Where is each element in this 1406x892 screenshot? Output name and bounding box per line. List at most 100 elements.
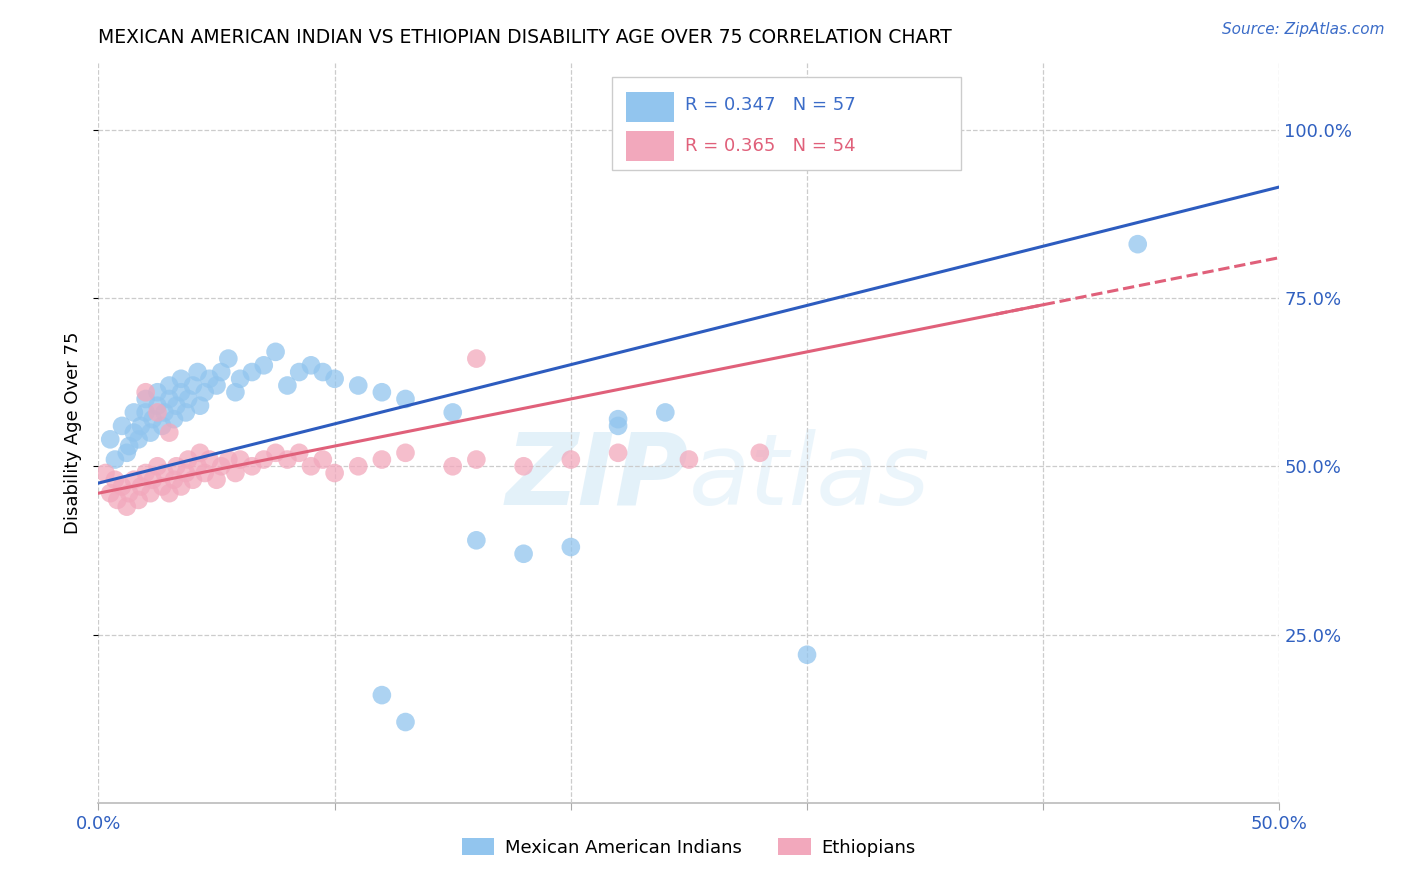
Point	[299, 459, 322, 474]
Point	[347, 459, 370, 474]
Point	[139, 486, 162, 500]
Point	[165, 459, 187, 474]
Point	[165, 399, 187, 413]
Point	[276, 378, 298, 392]
Point	[115, 500, 138, 514]
Point	[209, 459, 232, 474]
Point	[371, 688, 394, 702]
Point	[607, 418, 630, 433]
Point	[194, 466, 217, 480]
Point	[371, 385, 394, 400]
Point	[111, 479, 134, 493]
Point	[146, 399, 169, 413]
Point	[512, 547, 534, 561]
Point	[146, 459, 169, 474]
Point	[607, 446, 630, 460]
Point	[122, 473, 145, 487]
Point	[512, 459, 534, 474]
Point	[188, 446, 211, 460]
Point	[465, 452, 488, 467]
Point	[607, 412, 630, 426]
Point	[276, 452, 298, 467]
Point	[104, 473, 127, 487]
Point	[170, 372, 193, 386]
Point	[394, 446, 416, 460]
Point	[153, 466, 176, 480]
Y-axis label: Disability Age Over 75: Disability Age Over 75	[65, 331, 83, 534]
Point	[146, 405, 169, 419]
Point	[115, 446, 138, 460]
Point	[198, 452, 221, 467]
Point	[181, 473, 204, 487]
Point	[224, 466, 246, 480]
Point	[163, 473, 186, 487]
Point	[465, 351, 488, 366]
Text: MEXICAN AMERICAN INDIAN VS ETHIOPIAN DISABILITY AGE OVER 75 CORRELATION CHART: MEXICAN AMERICAN INDIAN VS ETHIOPIAN DIS…	[98, 28, 952, 47]
Point	[1126, 237, 1149, 252]
Point	[111, 418, 134, 433]
Point	[142, 412, 165, 426]
Point	[135, 385, 157, 400]
Point	[157, 378, 180, 392]
Point	[198, 372, 221, 386]
Point	[174, 466, 197, 480]
FancyBboxPatch shape	[626, 92, 673, 121]
Point	[94, 466, 117, 480]
Point	[129, 418, 152, 433]
Point	[264, 344, 287, 359]
Point	[187, 459, 209, 474]
Text: atlas: atlas	[689, 428, 931, 525]
Point	[796, 648, 818, 662]
Text: Source: ZipAtlas.com: Source: ZipAtlas.com	[1222, 22, 1385, 37]
Point	[560, 540, 582, 554]
Text: ZIP: ZIP	[506, 428, 689, 525]
Point	[105, 492, 128, 507]
Point	[104, 452, 127, 467]
Point	[240, 365, 263, 379]
Point	[187, 365, 209, 379]
Point	[177, 452, 200, 467]
Point	[205, 473, 228, 487]
Point	[678, 452, 700, 467]
Point	[264, 446, 287, 460]
Point	[157, 486, 180, 500]
Point	[194, 385, 217, 400]
Point	[654, 405, 676, 419]
Point	[142, 473, 165, 487]
Point	[560, 452, 582, 467]
Point	[253, 359, 276, 373]
Point	[135, 405, 157, 419]
FancyBboxPatch shape	[626, 131, 673, 161]
Text: R = 0.347   N = 57: R = 0.347 N = 57	[685, 95, 856, 113]
Point	[118, 439, 141, 453]
Point	[174, 405, 197, 419]
Point	[394, 714, 416, 729]
Point	[139, 425, 162, 440]
Point	[394, 392, 416, 406]
Point	[217, 452, 239, 467]
Point	[135, 392, 157, 406]
FancyBboxPatch shape	[612, 78, 960, 169]
Point	[157, 425, 180, 440]
Legend: Mexican American Indians, Ethiopians: Mexican American Indians, Ethiopians	[454, 830, 924, 864]
Point	[122, 405, 145, 419]
Point	[188, 399, 211, 413]
Text: R = 0.365   N = 54: R = 0.365 N = 54	[685, 137, 856, 155]
Point	[465, 533, 488, 548]
Point	[312, 365, 335, 379]
Point	[157, 392, 180, 406]
Point	[371, 452, 394, 467]
Point	[98, 486, 121, 500]
Point	[146, 385, 169, 400]
Point	[288, 365, 311, 379]
Point	[150, 479, 173, 493]
Point	[135, 466, 157, 480]
Point	[312, 452, 335, 467]
Point	[177, 392, 200, 406]
Point	[118, 486, 141, 500]
Point	[441, 405, 464, 419]
Point	[253, 452, 276, 467]
Point	[748, 446, 770, 460]
Point	[163, 412, 186, 426]
Point	[128, 492, 150, 507]
